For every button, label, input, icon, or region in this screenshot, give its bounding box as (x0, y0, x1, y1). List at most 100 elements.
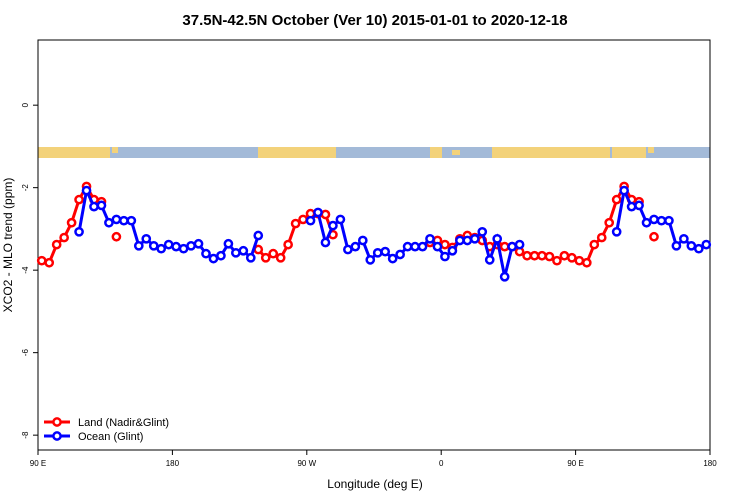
point (238, 245, 249, 256)
point (350, 241, 361, 252)
point (537, 250, 547, 261)
y-tick-label: 0 (21, 102, 30, 107)
point (440, 239, 450, 250)
point (567, 252, 577, 263)
point (51, 239, 62, 250)
point (469, 233, 480, 244)
point (499, 271, 510, 282)
point (656, 215, 667, 226)
y-tick-label: -8 (21, 431, 30, 439)
point (402, 241, 413, 252)
point (343, 244, 353, 255)
point (81, 185, 92, 196)
point (66, 217, 77, 228)
point (148, 240, 159, 251)
land-strip (258, 147, 336, 158)
point (201, 248, 211, 259)
point (74, 194, 84, 205)
point (447, 245, 458, 256)
point (634, 200, 644, 211)
point (387, 253, 398, 264)
y-tick-label: -6 (21, 349, 30, 357)
point (89, 201, 99, 212)
point (119, 215, 129, 226)
y-tick-label: -2 (21, 184, 30, 192)
point (693, 243, 704, 254)
point (432, 241, 443, 252)
point (216, 250, 226, 261)
point (320, 237, 331, 248)
point (305, 215, 316, 226)
point (372, 247, 383, 258)
land-strip (38, 147, 110, 158)
x-tick-label: 180 (166, 459, 180, 468)
point (492, 233, 503, 244)
point (611, 194, 622, 205)
point (499, 241, 510, 252)
point (193, 238, 204, 249)
point (313, 207, 323, 218)
point (514, 239, 525, 250)
map-strip (38, 147, 710, 158)
point (253, 230, 264, 241)
point (133, 240, 144, 251)
point (649, 214, 659, 225)
point (701, 239, 712, 250)
point (604, 217, 615, 228)
point (96, 200, 107, 211)
point (156, 243, 167, 254)
point (245, 252, 256, 263)
point (507, 241, 517, 252)
y-axis-label: XCO2 - MLO trend (ppm) (1, 178, 15, 313)
point (581, 257, 592, 268)
point (365, 254, 376, 265)
land-strip (430, 147, 442, 158)
land-strip (112, 147, 118, 153)
point (357, 235, 368, 246)
land-strip (452, 150, 460, 155)
point (275, 252, 286, 263)
legend-marker (52, 431, 62, 441)
point (671, 240, 682, 251)
x-tick-label: 90 E (30, 459, 46, 468)
point (559, 250, 570, 261)
point (611, 226, 622, 237)
point (231, 247, 241, 258)
point (260, 252, 271, 263)
point (126, 215, 137, 226)
point (477, 226, 488, 237)
point (425, 233, 435, 244)
legend-marker (52, 417, 62, 427)
x-tick-label: 90 E (567, 459, 583, 468)
point (649, 231, 659, 242)
land-strip (648, 147, 654, 153)
point (574, 255, 585, 266)
point (335, 214, 346, 225)
point (664, 215, 674, 226)
point (36, 255, 47, 266)
point (44, 257, 55, 268)
point (544, 251, 555, 262)
point (141, 233, 152, 244)
point (380, 246, 391, 257)
point (283, 239, 293, 250)
x-axis-label: Longitude (deg E) (327, 477, 422, 491)
point (529, 250, 540, 261)
x-tick-label: 0 (439, 459, 444, 468)
point (223, 238, 234, 249)
point (186, 240, 196, 251)
legend-label: Land (Nadir&Glint) (78, 417, 169, 429)
x-tick-label: 180 (703, 459, 717, 468)
point (679, 233, 689, 244)
x-tick-label: 90 W (297, 459, 316, 468)
point (552, 255, 562, 266)
point (410, 241, 420, 252)
point (626, 201, 637, 212)
land-strip (492, 147, 610, 158)
point (328, 220, 338, 231)
point (417, 241, 428, 252)
point (320, 209, 331, 220)
point (268, 248, 279, 259)
